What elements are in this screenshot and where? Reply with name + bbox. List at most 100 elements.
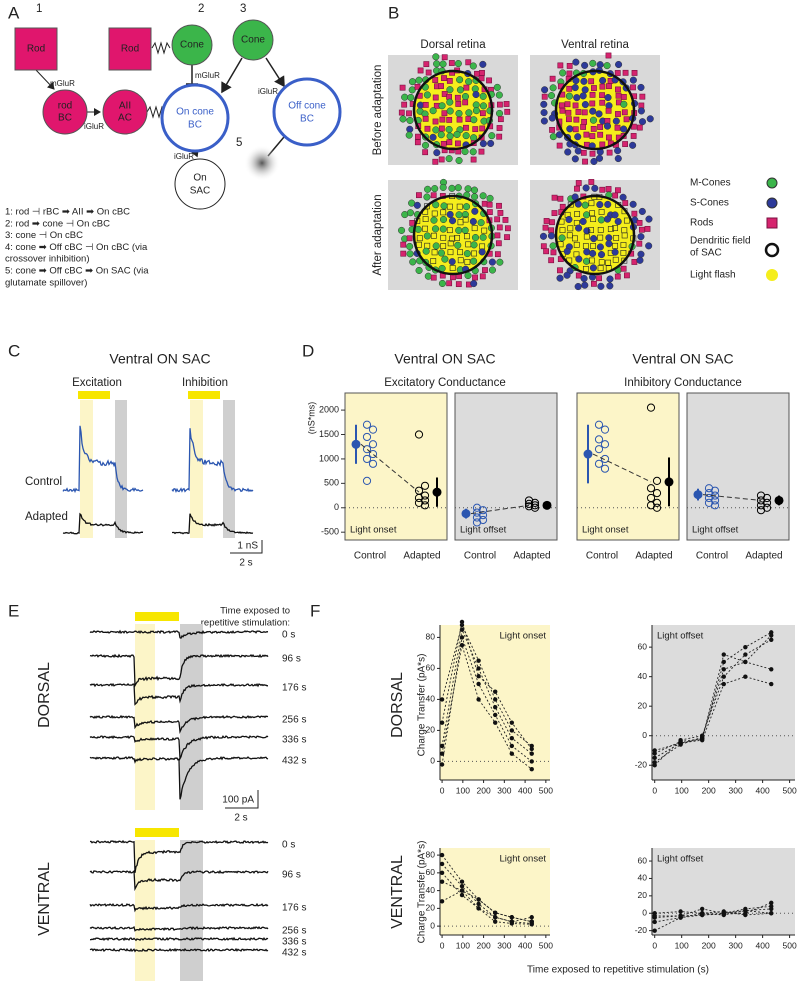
rod	[621, 109, 628, 116]
rod	[597, 265, 604, 272]
data-point	[529, 766, 534, 772]
cone	[614, 154, 622, 163]
data-point	[743, 652, 748, 657]
rod	[615, 86, 621, 93]
time-label: 336 s	[282, 735, 306, 746]
data-point	[529, 922, 534, 927]
cone	[488, 266, 496, 274]
data-point	[769, 637, 774, 642]
plot-label: Light onset	[350, 525, 397, 536]
data-point	[476, 897, 481, 902]
rod	[599, 99, 606, 106]
cone	[547, 92, 556, 100]
rod	[606, 149, 613, 156]
panel-letter: C	[8, 341, 20, 360]
data-point	[439, 720, 445, 725]
cone	[645, 215, 653, 223]
cone	[432, 242, 440, 250]
rod	[470, 156, 477, 163]
rod	[496, 202, 502, 209]
rod	[620, 94, 627, 100]
cone	[589, 107, 597, 115]
rod	[566, 63, 573, 69]
cone	[446, 98, 454, 106]
data-point	[594, 420, 604, 429]
retina-panel: Dorsal retina Ventral retina Before adapta…	[372, 39, 780, 291]
cone	[629, 200, 637, 208]
data-point	[769, 911, 774, 916]
x-tick-label: 0	[440, 940, 445, 950]
rod	[455, 281, 462, 288]
header: repetitive stimulation:	[201, 618, 290, 629]
rod	[589, 91, 596, 98]
rod	[631, 210, 638, 217]
cone	[582, 257, 591, 265]
scale-label: 1 nS	[237, 541, 258, 552]
cone	[439, 60, 447, 68]
x-tick-label: 300	[729, 785, 743, 795]
trace	[89, 947, 269, 953]
rod	[549, 75, 556, 82]
rod	[559, 227, 566, 234]
plot-area	[440, 625, 550, 780]
cone	[597, 282, 605, 290]
cone	[431, 225, 440, 233]
dendritic-field	[412, 194, 494, 276]
node-label: rod	[58, 101, 72, 112]
series-line	[441, 628, 532, 754]
rod	[580, 124, 587, 130]
panel-e: Time exposed to repetitive stimulation: …	[36, 606, 306, 981]
stimulus-bar	[188, 391, 220, 399]
data-point	[368, 425, 378, 434]
pathway-text: crossover inhibition)	[5, 254, 89, 265]
offset-shade	[180, 840, 203, 981]
mean-link	[470, 504, 530, 515]
plot-label: Light offset	[657, 631, 704, 642]
scale-bar	[230, 540, 263, 554]
cone	[429, 107, 437, 115]
data-point	[509, 921, 515, 926]
rod	[605, 107, 612, 114]
rod	[422, 149, 429, 156]
legend-swatch	[764, 242, 780, 258]
rod	[541, 93, 548, 100]
rod	[636, 124, 643, 131]
cone	[583, 227, 591, 235]
rod	[455, 101, 462, 107]
rod	[479, 110, 486, 117]
cone	[432, 201, 440, 209]
arrow	[35, 69, 55, 90]
x-tick-label: 100	[456, 785, 470, 795]
legend-label: S-Cones	[690, 198, 729, 209]
data-point	[743, 659, 748, 665]
arrow	[221, 57, 243, 94]
data-point	[529, 751, 534, 756]
data-point	[600, 440, 610, 449]
cone	[424, 272, 432, 280]
data-point	[459, 888, 465, 893]
cone	[582, 184, 590, 192]
trace	[89, 902, 269, 913]
rod	[431, 249, 438, 256]
cone	[645, 242, 653, 250]
data-point	[439, 697, 445, 702]
y-tick-label: 40	[638, 671, 648, 681]
node-label: Rod	[121, 44, 139, 55]
cone	[470, 280, 478, 288]
data-point	[600, 454, 610, 464]
gap-junction	[146, 105, 166, 119]
y-tick-label: -500	[321, 527, 339, 537]
cone	[440, 202, 448, 210]
rod	[446, 93, 452, 100]
cone	[479, 192, 487, 200]
cone	[401, 93, 409, 101]
rod	[612, 242, 619, 249]
mean-marker	[542, 500, 552, 510]
rod	[456, 116, 463, 123]
x-tick-label: Control	[354, 551, 386, 562]
rod	[636, 220, 643, 226]
x-tick-label: 400	[518, 940, 532, 950]
rod	[639, 93, 646, 100]
y-tick-label: 500	[324, 478, 339, 488]
row-title: After adaptation	[372, 194, 384, 275]
